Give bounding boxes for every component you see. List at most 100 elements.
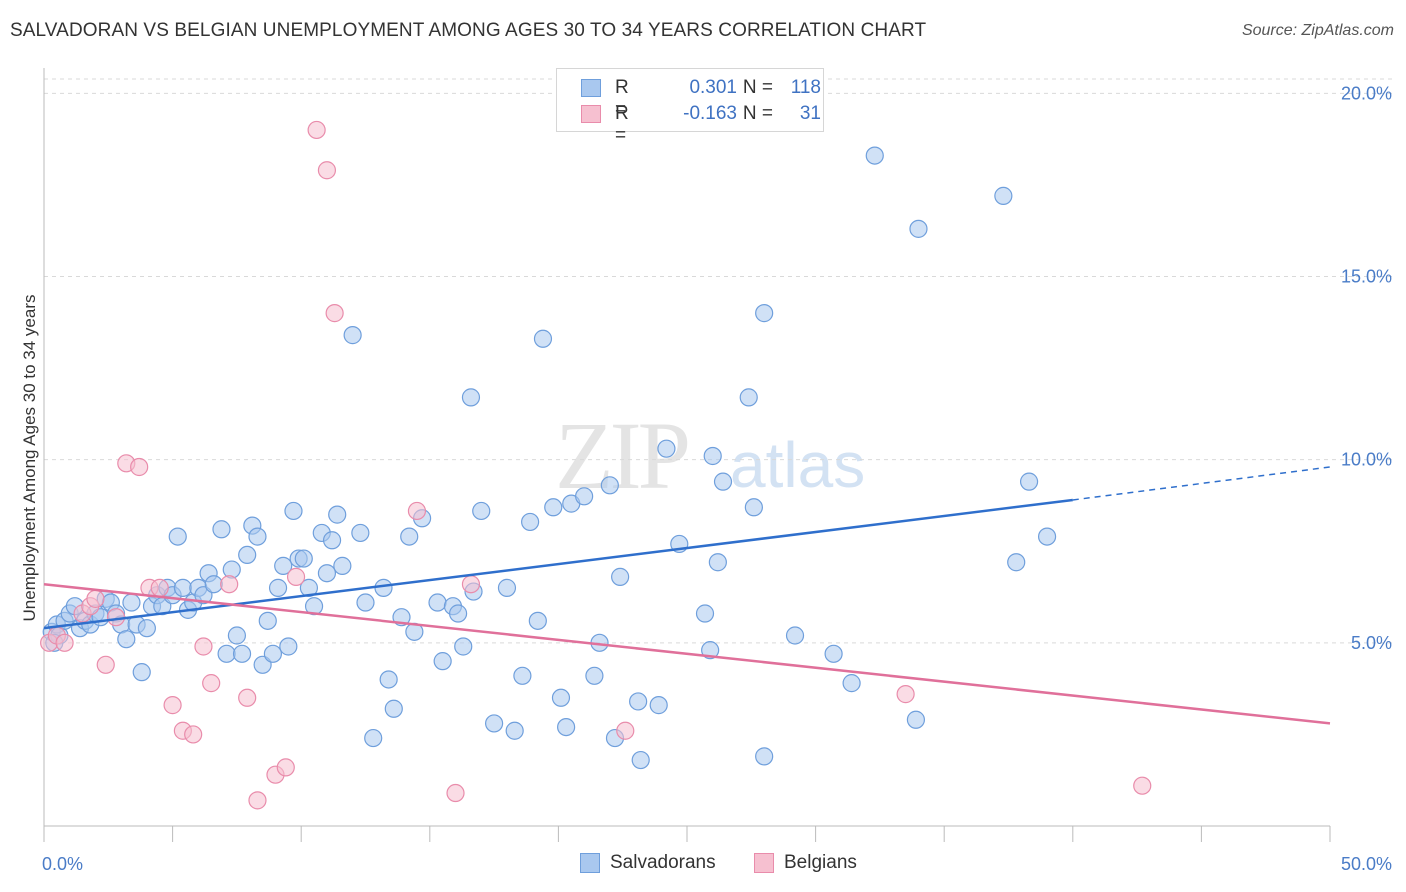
x-tick-label-max: 50.0%: [1341, 854, 1392, 874]
salvadoran-point: [544, 498, 563, 517]
salvadoran-point: [364, 728, 383, 748]
salvadoran-point: [703, 446, 722, 466]
salvadoran-point: [384, 699, 403, 718]
belgian-point: [248, 791, 267, 810]
salvadoran-point: [755, 304, 774, 323]
salvadoran-point: [513, 666, 532, 685]
salvadoran-point: [217, 644, 236, 663]
salvadoran-point: [657, 439, 676, 458]
salvadoran-point: [351, 523, 370, 543]
belgian-point: [163, 696, 182, 715]
chart-title: SALVADORAN VS BELGIAN UNEMPLOYMENT AMONG…: [10, 20, 927, 41]
salvadoran-point: [575, 487, 594, 506]
salvadoran-point: [461, 388, 481, 407]
salvadoran-point: [521, 512, 540, 532]
belgian-point: [616, 721, 635, 740]
source-credit: Source: ZipAtlas.com: [1241, 22, 1394, 39]
r-label: R =: [615, 103, 629, 146]
correlation-legend: R = 0.301 N = 118 R = -0.163 N = 31: [556, 68, 824, 146]
belgian-point: [238, 688, 257, 707]
y-tick-label: 15.0%: [1341, 266, 1392, 286]
n-value: 118: [790, 77, 821, 98]
salvadoran-point: [263, 644, 283, 663]
salvadoran-point: [739, 388, 758, 407]
belgian-point: [307, 120, 326, 140]
salvadoran-point: [317, 564, 337, 583]
belgian-point: [407, 501, 427, 521]
salvadoran-point: [356, 593, 375, 612]
salvadoran-legend-swatch: [580, 853, 600, 873]
salvadoran-trendline: [43, 498, 1073, 630]
salvadoran-point: [485, 714, 504, 733]
salvadoran-point: [842, 674, 861, 693]
r-value: 0.301: [689, 77, 737, 98]
belgian-point: [220, 575, 239, 594]
salvadoran-point: [611, 567, 630, 586]
belgian-point: [96, 655, 115, 674]
salvadoran-point: [343, 326, 362, 345]
salvadoran-legend-label: Salvadorans: [610, 852, 716, 873]
salvadoran-point: [400, 527, 419, 546]
watermark-atlas: atlas: [730, 429, 866, 501]
salvadoran-point: [248, 527, 267, 546]
salvadoran-point: [137, 619, 156, 638]
salvadoran-point: [505, 721, 524, 740]
belgian-point: [194, 637, 213, 656]
salvadoran-point: [909, 219, 928, 238]
salvadoran-point: [497, 578, 517, 597]
y-tick-label: 10.0%: [1341, 450, 1392, 470]
salvadoran-point: [557, 717, 576, 737]
y-tick-label: 5.0%: [1351, 633, 1392, 653]
salvadoran-point: [701, 641, 720, 660]
salvadoran-point: [433, 652, 452, 671]
salvadoran-point: [258, 611, 277, 630]
belgian-point: [130, 457, 149, 477]
salvadoran-point: [374, 578, 393, 597]
salvadoran-point: [238, 545, 257, 565]
belgian-point: [461, 575, 481, 594]
salvadoran-point: [1007, 553, 1026, 572]
salvadoran-point: [284, 501, 303, 521]
belgian-point: [106, 608, 126, 627]
y-tick-label: 20.0%: [1341, 83, 1392, 103]
salvadoran-point: [1019, 472, 1039, 491]
salvadoran-point: [472, 501, 491, 521]
belgian-legend-swatch: [754, 853, 774, 873]
belgian-point: [150, 578, 169, 597]
salvadoran-point: [865, 146, 884, 165]
belgian-point: [202, 674, 221, 693]
belgian-point: [1133, 776, 1152, 795]
belgian-point: [286, 567, 306, 586]
salvadoran-point: [649, 696, 668, 715]
salvadoran-point: [173, 578, 192, 597]
salvadoran-point: [551, 688, 571, 707]
n-value: 31: [799, 103, 821, 124]
salvadoran-point: [533, 329, 553, 348]
salvadoran-point: [713, 472, 733, 491]
salvadoran-point: [294, 549, 313, 568]
belgian-point: [317, 161, 337, 180]
belgian-legend-label: Belgians: [784, 852, 857, 873]
salvadoran-point: [994, 186, 1013, 205]
belgian-point: [184, 725, 203, 744]
salvadoran-point: [708, 553, 727, 572]
salvadoran-point: [328, 505, 347, 524]
belgian-point: [276, 758, 295, 777]
salvadoran-point: [454, 637, 473, 656]
salvadoran-point: [824, 644, 843, 663]
salvadoran-point: [528, 611, 547, 630]
salvadoran-point: [168, 527, 187, 546]
salvadoran-trendline-extension: [1072, 466, 1331, 501]
salvadoran-point: [785, 626, 805, 645]
salvadoran-point: [379, 670, 398, 689]
salvadoran-point: [600, 476, 619, 495]
salvadoran-point: [212, 520, 231, 539]
belgian-point: [896, 685, 915, 704]
salvadoran-point: [744, 498, 763, 517]
n-label: N =: [742, 103, 773, 124]
belgian-swatch: [581, 105, 601, 123]
salvadoran-point: [631, 750, 650, 770]
belgian-point: [446, 783, 465, 803]
belgian-trendline: [43, 582, 1331, 725]
